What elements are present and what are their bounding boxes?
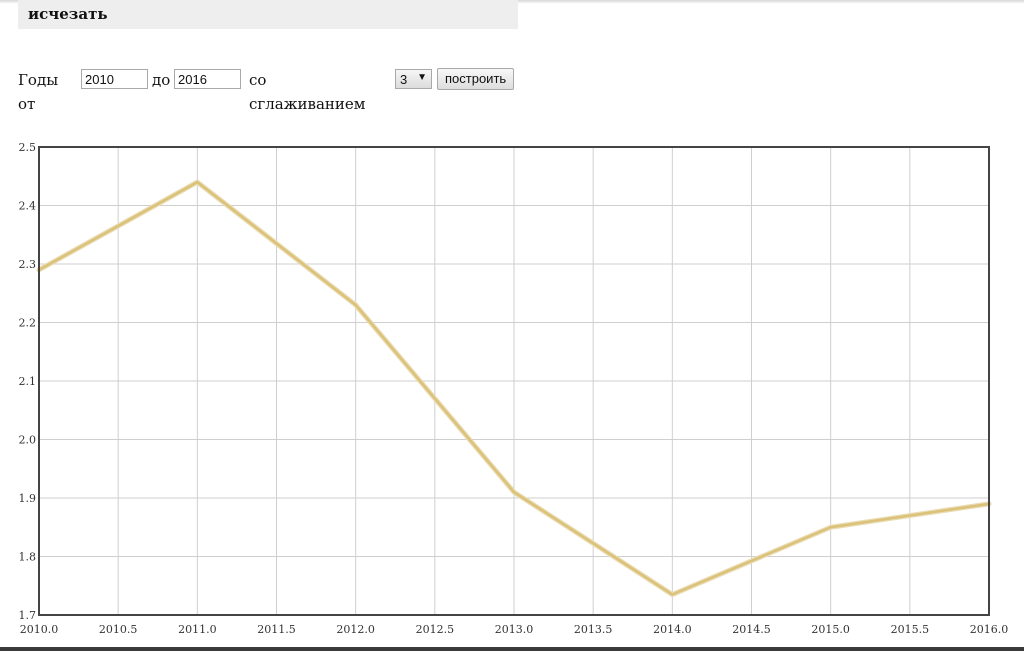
y-tick-label: 1.7 [19,609,37,622]
y-tick-label: 2.4 [19,200,37,213]
years-from-label: Годы от [18,71,59,113]
y-tick-label: 2.3 [19,258,37,271]
y-tick-label: 2.1 [19,375,37,388]
smoothing-value: 3 [400,72,408,87]
x-tick-label: 2015.0 [811,623,850,636]
plot-frame [38,146,990,616]
x-tick-label: 2014.0 [653,623,692,636]
years-to-label: до [152,71,171,89]
build-button[interactable]: построить [437,68,515,90]
x-tick-label: 2011.0 [178,623,217,636]
y-tick-label: 2.2 [19,317,37,330]
x-tick-label: 2011.5 [257,623,296,636]
x-tick-label: 2015.5 [891,623,930,636]
y-tick-label: 2.5 [19,141,37,154]
year-to-input[interactable] [174,69,241,89]
smoothing-select[interactable]: 3 ▼ [395,69,432,89]
x-tick-label: 2010.0 [20,623,59,636]
smoothing-label: со сглаживанием [249,71,366,113]
grid-lines [38,146,990,616]
x-tick-label: 2016.0 [970,623,1009,636]
word-title: исчезать [28,5,108,23]
y-tick-label: 1.8 [19,551,37,564]
year-from-input[interactable] [81,69,148,89]
x-tick-label: 2012.5 [416,623,455,636]
data-point [512,490,516,494]
y-tick-label: 1.9 [19,492,37,505]
word-header-bar: исчезать [18,0,518,29]
data-point [829,526,832,529]
x-tick-label: 2014.5 [732,623,771,636]
y-tick-labels: 1.7 1.8 1.9 2.0 2.1 2.2 2.3 2.4 2.5 [19,141,37,622]
x-tick-label: 2012.0 [336,623,375,636]
data-point [671,593,674,596]
data-point [196,180,199,184]
chevron-down-icon: ▼ [417,72,427,83]
y-tick-label: 2.0 [19,434,37,447]
data-point [354,303,357,307]
bottom-rule [0,647,1024,651]
x-tick-label: 2013.0 [495,623,534,636]
x-tick-labels: 2010.0 2010.5 2011.0 2011.5 2012.0 2012.5 2013… [20,623,1009,636]
x-tick-label: 2010.5 [99,623,138,636]
x-tick-label: 2013.5 [574,623,613,636]
